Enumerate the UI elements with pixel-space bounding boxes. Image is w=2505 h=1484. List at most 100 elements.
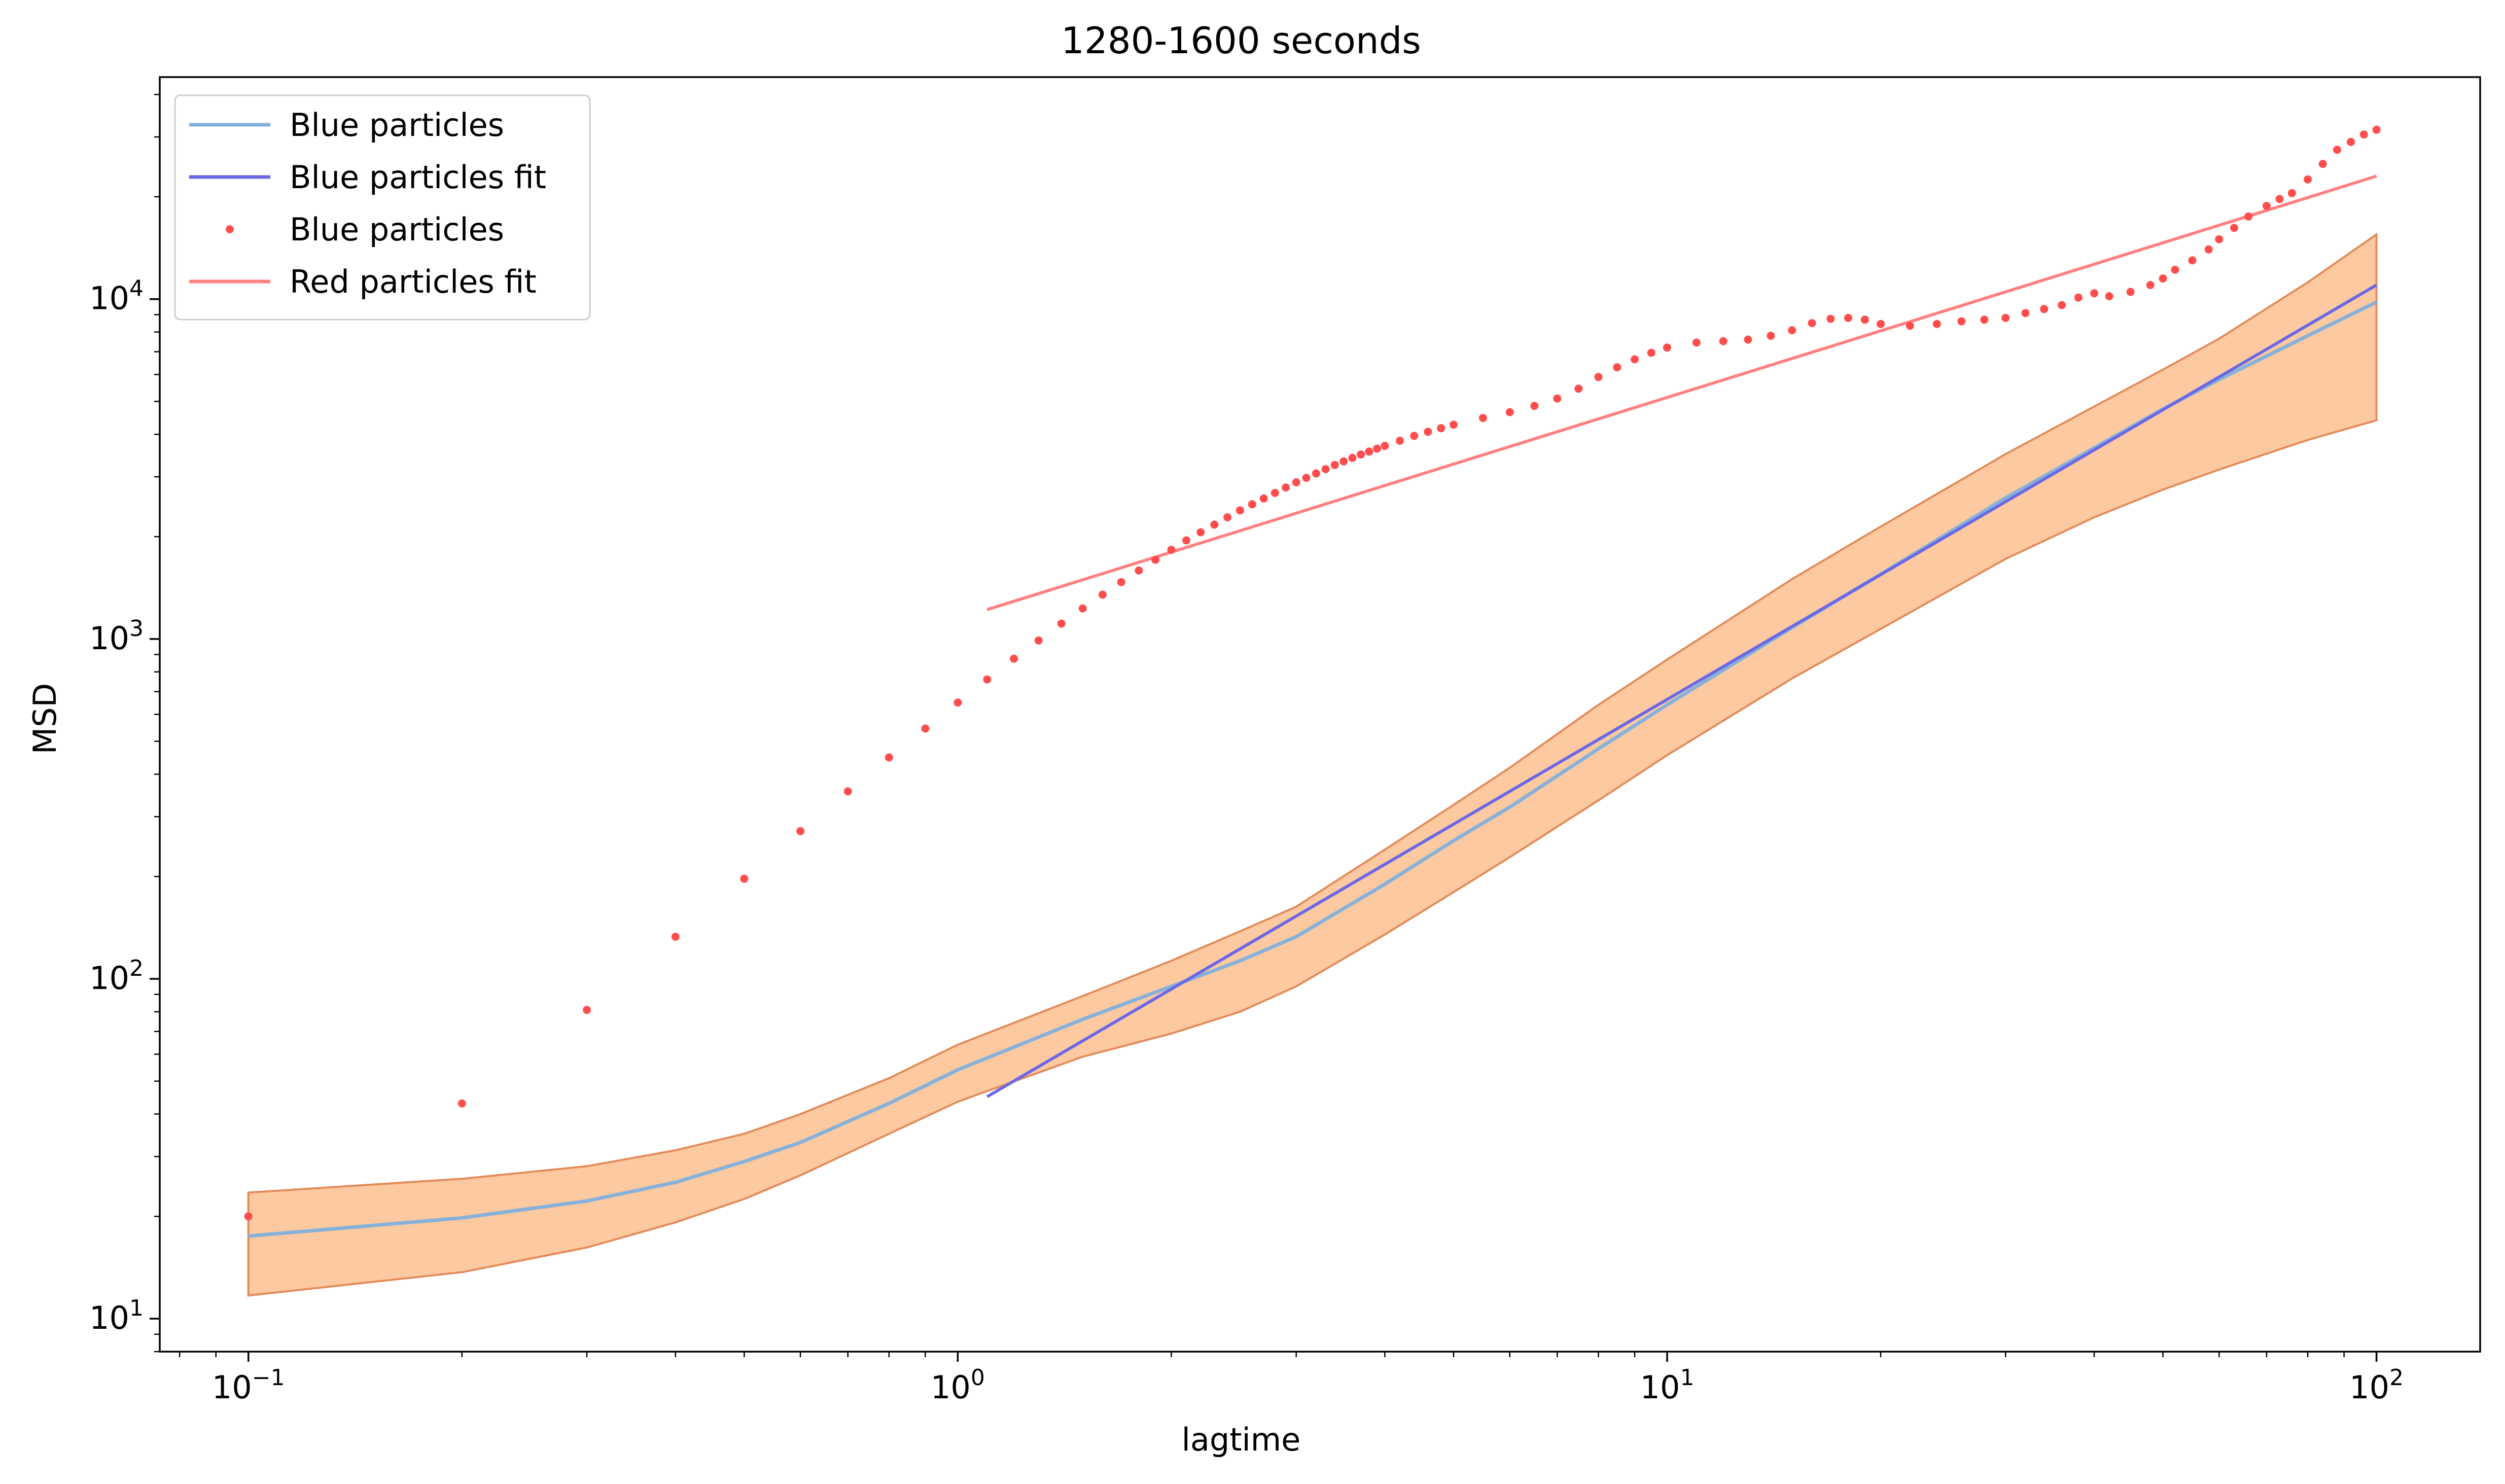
y-tick-label: 104 [89,276,144,317]
data-point [2304,175,2312,184]
data-point [2159,274,2167,283]
data-point [1292,478,1300,486]
data-point [1135,566,1143,575]
data-point [2230,224,2238,232]
data-point [1098,590,1107,599]
data-point [1339,457,1348,466]
data-point [1505,408,1514,416]
y-tick-label: 101 [89,1295,144,1336]
tick-exponent: 4 [129,276,144,302]
legend-label: Red particles fit [290,263,537,300]
data-point [954,698,962,707]
data-point [2347,137,2355,146]
data-point [1450,420,1458,429]
tick-base: 10 [89,280,129,317]
y-axis-label: MSD [26,683,63,755]
data-point [671,933,680,941]
data-point [1182,536,1190,545]
series-line-4 [986,174,2377,611]
tick-exponent: 2 [129,956,144,981]
data-point [885,753,893,762]
tick-base: 10 [212,1369,252,1406]
data-point [1259,494,1268,503]
data-point [1594,373,1603,381]
data-point [1613,363,1621,372]
data-point [1357,450,1365,459]
data-point [1078,604,1087,613]
tick-exponent: 0 [971,1365,985,1391]
data-point [1906,322,1914,330]
data-point [1302,474,1311,482]
data-point [244,1212,253,1221]
data-point [1348,453,1357,462]
data-point [2215,235,2224,243]
tick-base: 10 [89,960,129,997]
data-point [2263,202,2271,210]
data-point [1248,500,1256,509]
data-point [2058,301,2066,309]
data-point [2090,289,2099,298]
data-point [1478,414,1487,422]
data-point [1553,394,1562,403]
tick-base: 10 [1640,1369,1680,1406]
data-point [2188,256,2197,265]
data-point [1410,432,1419,440]
data-point [1860,315,1869,324]
tick-exponent: 2 [2389,1365,2404,1391]
data-point [1396,437,1404,445]
data-point [1877,320,1885,328]
data-point [1574,384,1583,393]
series-line-2 [986,284,2378,1098]
data-point [1330,461,1339,469]
data-point [1321,465,1330,473]
data-point [1719,337,1727,345]
data-point [2333,146,2341,154]
data-point [1381,442,1389,450]
y-tick-label: 103 [89,616,144,657]
data-point [1010,654,1018,663]
data-point [1365,447,1373,456]
legend-label: Blue particles [290,107,504,144]
data-point [1223,513,1232,521]
data-point [2146,281,2155,289]
x-axis-label: lagtime [1182,1421,1301,1458]
tick-base: 10 [89,620,129,657]
tick-exponent: 1 [129,1295,144,1321]
data-point [2105,292,2113,300]
data-point [1424,428,1432,436]
data-point [1826,314,1835,323]
error-band [247,232,2378,1297]
x-tick-label: 101 [1640,1365,1695,1406]
tick-exponent: 3 [129,616,144,642]
data-point [1957,317,1966,326]
data-point [1767,332,1775,340]
data-point [1808,319,1816,327]
data-point [583,1006,591,1014]
tick-base: 10 [89,1299,129,1336]
data-point [1117,578,1125,586]
tick-base: 10 [2349,1369,2389,1406]
data-point [1057,619,1066,628]
data-point [2074,293,2083,302]
data-point [2171,265,2179,274]
data-point [1980,315,1989,324]
tick-base: 10 [931,1369,971,1406]
tick-exponent: 1 [1680,1365,1694,1391]
data-point [921,724,930,733]
legend: Blue particles Blue particles fit Blue par… [174,94,591,321]
data-point [1744,335,1752,344]
y-tick-label: 102 [89,956,144,997]
data-point [2244,212,2253,221]
data-point [1236,506,1244,515]
data-point [1788,326,1796,335]
data-point [843,787,852,796]
chart-title: 1280-1600 seconds [1061,19,1421,62]
legend-marker-dot [226,225,234,233]
series-group [244,125,2381,1297]
data-point [796,827,805,835]
x-tick-label: 10−1 [212,1365,285,1406]
data-point [1271,488,1279,497]
data-point [1034,636,1043,645]
legend-label: Blue particles [290,211,504,248]
